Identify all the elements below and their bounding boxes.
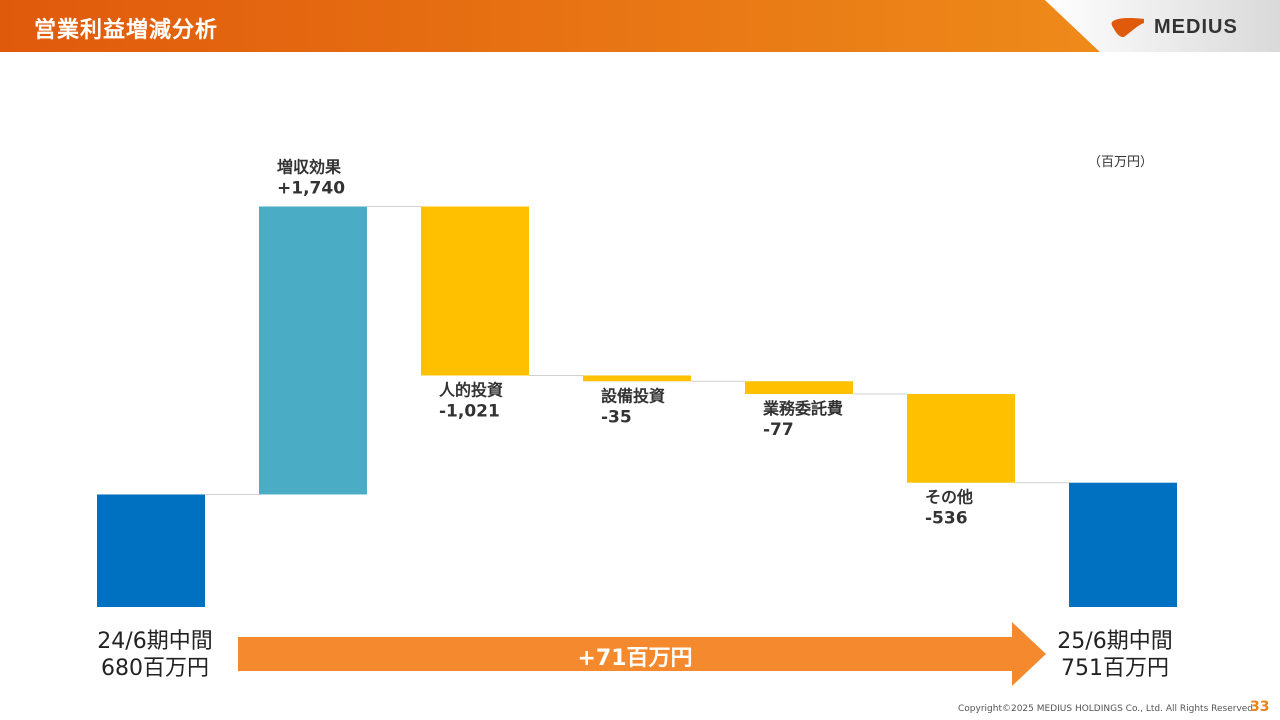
page-title: 営業利益増減分析 (34, 18, 219, 43)
start-period: 24/6期中間 (97, 629, 213, 654)
bar-label-value-1: +1,740 (277, 178, 345, 198)
copyright: Copyright©2025 MEDIUS HOLDINGS Co., Ltd.… (958, 704, 1254, 714)
end-summary: 25/6期中間 751百万円 (1040, 628, 1190, 682)
bar-5 (907, 394, 1015, 483)
bar-3 (583, 375, 691, 382)
header-bar (0, 0, 1100, 52)
change-label: +71百万円 (577, 646, 693, 671)
bar-label-name-1: 増収効果 (277, 157, 341, 176)
liver-icon (1111, 17, 1144, 37)
unit-label: （百万円） (1088, 155, 1154, 170)
start-value: 680百万円 (101, 656, 209, 681)
bar-label-name-2: 人的投資 (439, 380, 503, 399)
bar-6 (1069, 482, 1177, 607)
end-period: 25/6期中間 (1057, 629, 1173, 654)
start-summary: 24/6期中間 680百万円 (80, 628, 230, 682)
bar-label-name-5: その他 (925, 488, 973, 507)
bar-4 (745, 381, 853, 395)
header: 営業利益増減分析 MEDIUS (0, 0, 1280, 52)
bar-label-value-4: -77 (763, 420, 794, 440)
bar-label-value-5: -536 (925, 509, 968, 529)
bar-label-value-3: -35 (601, 407, 632, 427)
bar-1 (259, 206, 367, 495)
bar-label-name-4: 業務委託費 (762, 399, 843, 418)
bar-0 (97, 494, 205, 607)
medius-logo: MEDIUS (1110, 16, 1238, 39)
logo-text: MEDIUS (1154, 16, 1238, 38)
page-number: 33 (1250, 699, 1270, 715)
bar-label-value-2: -1,021 (439, 401, 500, 421)
bar-label-name-3: 設備投資 (601, 386, 665, 405)
end-value: 751百万円 (1061, 656, 1169, 681)
bar-2 (421, 206, 529, 376)
